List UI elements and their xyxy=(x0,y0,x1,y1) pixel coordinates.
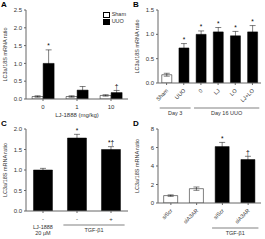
svg-text:†: † xyxy=(115,83,119,90)
svg-text:LJ: LJ xyxy=(212,87,221,96)
svg-text:*: * xyxy=(47,42,50,49)
svg-text:-: - xyxy=(42,216,44,222)
svg-text:+: + xyxy=(109,216,113,222)
svg-text:2.5: 2.5 xyxy=(14,7,23,13)
svg-text:1.0: 1.0 xyxy=(14,167,23,173)
svg-text:6: 6 xyxy=(151,145,155,151)
svg-text:1: 1 xyxy=(75,104,79,110)
svg-text:10: 10 xyxy=(108,104,115,110)
svg-text:0.0: 0.0 xyxy=(146,80,155,86)
svg-text:LJ-1888: LJ-1888 xyxy=(33,224,53,230)
svg-text:LO: LO xyxy=(229,87,239,97)
svg-text:Day 16 UUO: Day 16 UUO xyxy=(211,110,243,116)
svg-text:2.0: 2.0 xyxy=(14,25,23,31)
svg-text:siA3AR: siA3AR xyxy=(182,207,199,224)
svg-text:0.0: 0.0 xyxy=(14,208,23,214)
svg-text:TGF-β1: TGF-β1 xyxy=(226,230,245,236)
svg-text:1.5: 1.5 xyxy=(14,43,23,49)
svg-text:0.0: 0.0 xyxy=(14,96,23,102)
svg-text:4: 4 xyxy=(151,163,155,169)
html-text:B: B xyxy=(133,0,139,9)
svg-text:1.5: 1.5 xyxy=(146,7,155,13)
html-text:C: C xyxy=(1,119,7,128)
svg-text:2.0: 2.0 xyxy=(14,126,23,132)
svg-text:1.0: 1.0 xyxy=(146,31,155,37)
svg-text:LJ+LO: LJ+LO xyxy=(239,87,255,103)
svg-text:siScr: siScr xyxy=(161,207,174,220)
svg-text:*: * xyxy=(221,135,224,142)
svg-text:*: * xyxy=(200,23,203,30)
svg-text:*: * xyxy=(183,36,186,43)
svg-text:0: 0 xyxy=(197,87,203,93)
svg-text:2: 2 xyxy=(151,182,155,188)
svg-text:0.5: 0.5 xyxy=(14,78,23,84)
svg-text:UUO: UUO xyxy=(174,87,187,100)
svg-text:siA3AR: siA3AR xyxy=(234,207,251,224)
svg-text:*: * xyxy=(217,20,220,27)
svg-text:0: 0 xyxy=(41,104,45,110)
svg-text:LC3a/18S mRNA ratio: LC3a/18S mRNA ratio xyxy=(134,139,140,193)
svg-text:0: 0 xyxy=(151,200,155,206)
svg-text:1.5: 1.5 xyxy=(14,147,23,153)
svg-text:*: * xyxy=(234,24,237,31)
html-text:Sham: Sham xyxy=(111,11,126,17)
svg-text:TGF-β1: TGF-β1 xyxy=(84,227,103,233)
svg-text:LC3a/18S mRNA ratio: LC3a/18S mRNA ratio xyxy=(134,19,140,73)
svg-text:Day 3: Day 3 xyxy=(168,110,182,116)
html-text:A: A xyxy=(1,0,7,9)
svg-text:0.5: 0.5 xyxy=(146,56,155,62)
svg-text:8: 8 xyxy=(151,126,155,132)
svg-text:Sham: Sham xyxy=(155,87,170,102)
svg-text:1.0: 1.0 xyxy=(14,61,23,67)
svg-text:LJ-1888 (mg/kg): LJ-1888 (mg/kg) xyxy=(55,112,99,118)
html-text:D: D xyxy=(133,119,139,128)
html-text:UUO: UUO xyxy=(111,18,124,24)
svg-text:siScr: siScr xyxy=(212,207,225,220)
svg-text:0.5: 0.5 xyxy=(14,188,23,194)
svg-text:*: * xyxy=(76,127,79,134)
svg-text:*: * xyxy=(251,18,254,25)
svg-text:*†: *† xyxy=(108,139,115,146)
svg-text:20 μM: 20 μM xyxy=(35,230,51,236)
svg-text:†: † xyxy=(246,149,250,156)
svg-text:-: - xyxy=(76,216,78,222)
